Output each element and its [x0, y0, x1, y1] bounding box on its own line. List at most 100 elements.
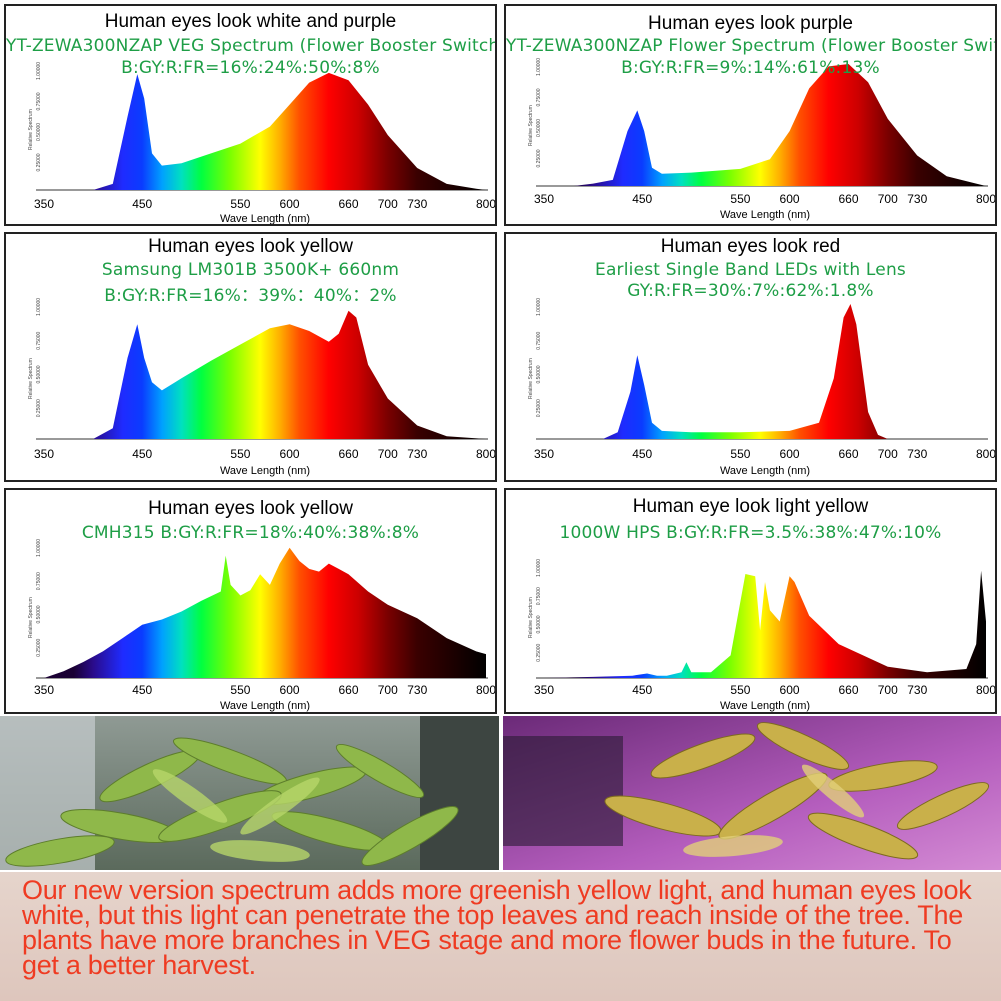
spectrum-chart-6: 0.25000 0.50000 0.75000 1.00000 Relative Spe…	[528, 559, 995, 712]
x-tick-label: 450	[132, 197, 152, 211]
y-tick-label: 0.75000	[36, 92, 42, 110]
panel-subtitle: CMH315 B:GY:R:FR=18%:40%:38%:8%	[81, 523, 420, 543]
spectrum-area	[93, 310, 486, 439]
x-tick-label: 550	[730, 683, 750, 697]
x-tick-label: 730	[907, 683, 927, 697]
y-tick-label: 0.50000	[36, 365, 42, 383]
y-tick-label: 1.00000	[36, 298, 42, 316]
x-tick-label: 700	[378, 197, 398, 211]
x-tick-label: 700	[878, 683, 898, 697]
spectrum-panel-4: 0.25000 0.50000 0.75000 1.00000 Relative Spe…	[504, 232, 997, 482]
y-tick-label: 0.25000	[36, 399, 42, 417]
spectrum-chart-3: 0.25000 0.50000 0.75000 1.00000 Relative Spe…	[28, 298, 496, 477]
x-tick-label: 800	[476, 447, 496, 461]
y-tick-label: 1.00000	[36, 62, 42, 80]
panel-title: Human eye look light yellow	[632, 496, 869, 517]
y-tick-label: 0.50000	[536, 119, 542, 137]
spectrum-chart-5: 0.25000 0.50000 0.75000 1.00000 Relative Spe…	[28, 539, 496, 712]
x-tick-label: 600	[780, 192, 800, 206]
y-tick-label: 0.75000	[536, 88, 542, 106]
y-tick-label: 0.75000	[536, 587, 542, 605]
x-tick-label: 800	[976, 447, 996, 461]
spectrum-area	[93, 72, 486, 190]
x-tick-label: 660	[838, 683, 858, 697]
x-tick-label: 600	[280, 683, 300, 697]
y-tick-label: 0.75000	[36, 331, 42, 349]
x-tick-label: 730	[407, 683, 427, 697]
spectrum-chart-1: 0.25000 0.50000 0.75000 1.00000 Relative Spe…	[28, 62, 496, 224]
caption-banner: Our new version spectrum adds more green…	[0, 872, 1001, 1001]
panel-title: Human eyes look white and purple	[104, 11, 397, 32]
panel-ratio: GY:R:FR=30%:7%:62%:1.8%	[627, 281, 874, 301]
x-tick-label: 350	[534, 192, 554, 206]
panel-ratio: B:GY:R:FR=16%：39%：40%：2%	[104, 286, 397, 306]
x-axis-label: Wave Length (nm)	[220, 700, 310, 712]
y-tick-label: 0.25000	[36, 638, 42, 656]
panel-title: Human eyes look yellow	[148, 498, 353, 519]
y-tick-label: 0.25000	[536, 149, 542, 167]
y-axis-label: Relative Spectrum	[28, 109, 34, 150]
x-tick-label: 450	[132, 683, 152, 697]
panel-subtitle: Samsung LM301B 3500K+ 660nm	[101, 260, 400, 280]
panel-ratio: B:GY:R:FR=9%:14%:61%:13%	[621, 58, 880, 78]
spectrum-panel-1: 0.25000 0.50000 0.75000 1.00000 Relative Spe…	[4, 4, 497, 226]
x-tick-label: 700	[878, 447, 898, 461]
y-axis-label: Relative Spectrum	[28, 358, 34, 399]
x-tick-label: 550	[230, 683, 250, 697]
x-tick-label: 730	[907, 447, 927, 461]
y-tick-label: 0.25000	[36, 153, 42, 171]
plant-photo-purple-light	[503, 716, 1001, 870]
y-tick-label: 0.50000	[36, 605, 42, 623]
panel-subtitle: Earliest Single Band LEDs with Lens	[595, 260, 906, 280]
x-axis-label: Wave Length (nm)	[220, 465, 310, 477]
x-axis-label: Wave Length (nm)	[720, 465, 810, 477]
plant-photo-white-light	[0, 716, 499, 870]
y-tick-label: 0.25000	[536, 643, 542, 661]
y-axis-label: Relative Spectrum	[28, 597, 34, 638]
panel-title: Human eyes look purple	[648, 13, 853, 34]
x-tick-label: 350	[34, 683, 54, 697]
x-tick-label: 350	[534, 447, 554, 461]
x-tick-label: 700	[378, 683, 398, 697]
y-tick-label: 1.00000	[536, 559, 542, 577]
y-tick-label: 1.00000	[36, 539, 42, 557]
y-tick-label: 1.00000	[536, 58, 542, 76]
y-tick-label: 0.25000	[536, 399, 542, 417]
x-tick-label: 660	[338, 683, 358, 697]
x-tick-label: 450	[632, 192, 652, 206]
panel-subtitle: YT-ZEWA300NZAP VEG Spectrum (Flower Boos…	[6, 36, 497, 56]
x-tick-label: 700	[378, 447, 398, 461]
spectrum-panel-6: 0.25000 0.50000 0.75000 1.00000 Relative Spe…	[504, 488, 997, 714]
x-tick-label: 450	[632, 683, 652, 697]
spectrum-chart-2: 0.25000 0.50000 0.75000 1.00000 Relative Spe…	[528, 58, 996, 221]
x-tick-label: 600	[780, 683, 800, 697]
x-tick-label: 350	[34, 197, 54, 211]
x-tick-label: 600	[280, 197, 300, 211]
spectrum-area	[544, 570, 986, 678]
spectrum-panel-5: 0.25000 0.50000 0.75000 1.00000 Relative Spe…	[4, 488, 497, 714]
x-tick-label: 600	[280, 447, 300, 461]
x-tick-label: 660	[838, 192, 858, 206]
x-tick-label: 800	[476, 683, 496, 697]
x-tick-label: 450	[632, 447, 652, 461]
x-tick-label: 550	[230, 447, 250, 461]
y-axis-label: Relative Spectrum	[528, 105, 534, 146]
x-tick-label: 800	[976, 192, 996, 206]
spectrum-panel-2: 0.25000 0.50000 0.75000 1.00000 Relative Spe…	[504, 4, 997, 226]
x-tick-label: 350	[534, 683, 554, 697]
y-tick-label: 0.50000	[536, 365, 542, 383]
x-tick-label: 550	[730, 447, 750, 461]
spectrum-area	[602, 304, 888, 439]
panel-title: Human eyes look red	[660, 236, 841, 257]
spectrum-area	[573, 64, 986, 186]
x-tick-label: 660	[338, 197, 358, 211]
y-axis-label: Relative Spectrum	[528, 597, 534, 638]
x-tick-label: 730	[407, 447, 427, 461]
panel-subtitle: 1000W HPS B:GY:R:FR=3.5%:38%:47%:10%	[559, 523, 942, 543]
panel-title: Human eyes look yellow	[148, 236, 353, 257]
caption-text: Our new version spectrum adds more green…	[22, 875, 972, 980]
panel-ratio: B:GY:R:FR=16%:24%:50%:8%	[121, 58, 380, 78]
x-tick-label: 800	[476, 197, 496, 211]
y-tick-label: 0.50000	[536, 615, 542, 633]
spectrum-area	[44, 547, 486, 678]
